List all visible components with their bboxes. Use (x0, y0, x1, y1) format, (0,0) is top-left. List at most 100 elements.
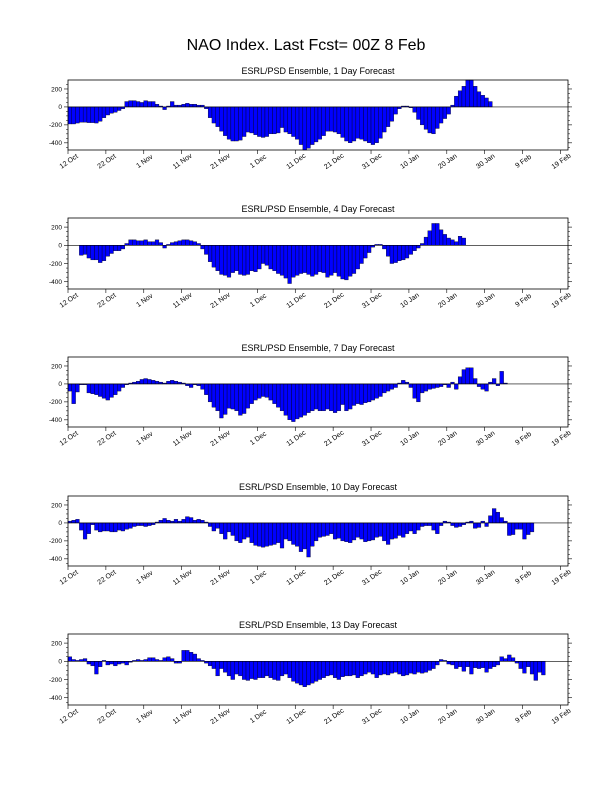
bar (511, 657, 516, 662)
bar (332, 106, 338, 133)
bar (189, 240, 194, 246)
bar (109, 383, 114, 398)
bar (143, 522, 148, 527)
x-tick-label: 1 Nov (135, 708, 154, 725)
bar (264, 106, 269, 137)
bar (427, 383, 432, 390)
bar (378, 106, 383, 139)
bar (393, 522, 398, 539)
bar (226, 383, 232, 409)
bar (416, 106, 421, 120)
bar (389, 106, 394, 122)
bar (389, 383, 394, 390)
bar (238, 245, 243, 275)
y-tick-label: 200 (51, 502, 62, 509)
bar (404, 522, 410, 534)
bar (204, 245, 209, 255)
bar (124, 522, 129, 530)
bar (257, 383, 262, 399)
panel-title: ESRL/PSD Ensemble, 1 Day Forecast (241, 66, 395, 76)
bar (234, 661, 239, 675)
bar (249, 106, 254, 134)
x-tick-label: 30 Jan (475, 153, 496, 171)
bar (82, 245, 88, 255)
bar (86, 522, 91, 534)
bar (507, 522, 512, 536)
bar (154, 104, 160, 108)
bar (321, 106, 326, 136)
bar (329, 522, 334, 534)
bar (431, 106, 436, 135)
x-tick-label: 1 Dec (249, 153, 268, 170)
bar (450, 239, 455, 246)
bar (279, 522, 285, 549)
bar (439, 229, 444, 246)
bar (117, 245, 122, 251)
bar (393, 245, 398, 263)
bar (522, 522, 527, 540)
bar (261, 522, 266, 548)
y-tick-label: 200 (51, 363, 62, 370)
bar (412, 106, 417, 113)
bar (295, 383, 300, 420)
bar (465, 79, 470, 108)
bar (230, 245, 235, 273)
bar (75, 519, 80, 524)
bar (382, 661, 387, 675)
bar (492, 508, 497, 524)
bar (408, 522, 413, 532)
bar (162, 518, 167, 524)
bar (173, 241, 179, 246)
bar (302, 383, 307, 416)
bar (370, 106, 375, 145)
bar (336, 661, 341, 680)
bar (514, 522, 519, 530)
bar (211, 383, 216, 408)
bar (207, 661, 213, 667)
y-tick-label: -200 (49, 677, 62, 684)
x-tick-label: 10 Jan (399, 153, 420, 171)
bar (230, 661, 235, 680)
bar (298, 522, 304, 552)
bar (67, 656, 72, 662)
bar (473, 86, 478, 108)
bar (355, 661, 360, 678)
bar (457, 522, 463, 527)
bar (136, 522, 141, 526)
bar (537, 661, 542, 673)
bar (223, 245, 228, 276)
bar (378, 522, 383, 537)
bar (291, 106, 296, 137)
bar (359, 106, 364, 140)
bar (454, 95, 459, 108)
x-tick-label: 11 Dec (286, 568, 308, 586)
bar (348, 383, 353, 410)
bar (189, 383, 194, 388)
bar (291, 661, 296, 682)
bar (147, 101, 152, 108)
bar (71, 106, 76, 125)
x-tick-label: 1 Dec (249, 430, 268, 447)
bar (257, 245, 262, 270)
bar (317, 106, 322, 140)
bar (98, 245, 103, 263)
bar (325, 106, 330, 132)
x-tick-label: 20 Jan (437, 708, 458, 726)
bar (446, 106, 451, 115)
bar (128, 100, 133, 108)
bar (268, 383, 273, 401)
bar (529, 661, 535, 675)
bar (268, 106, 273, 135)
bar (94, 106, 99, 124)
bar (223, 661, 228, 673)
bar (382, 106, 387, 133)
bar (454, 661, 459, 669)
bar (344, 383, 349, 412)
bar (442, 106, 447, 119)
bar (143, 100, 148, 108)
bar (105, 106, 110, 116)
bar (408, 383, 413, 388)
bar (484, 661, 489, 673)
bar (473, 661, 478, 668)
bar (109, 661, 114, 665)
